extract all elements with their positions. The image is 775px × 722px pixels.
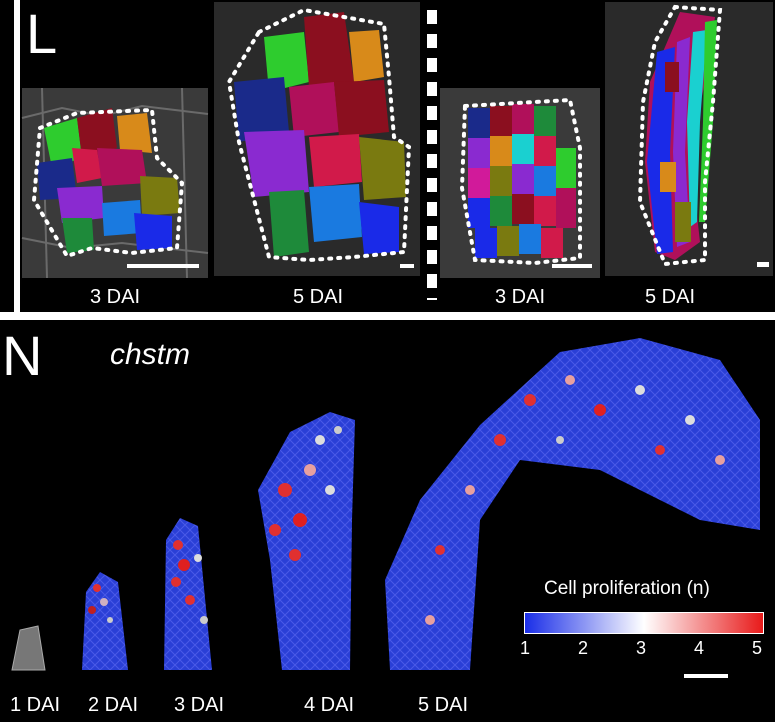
stage-label-2: 2 DAI (87, 694, 139, 716)
micrograph-5dai-left (214, 2, 420, 276)
dashed-divider (427, 10, 437, 300)
micrograph-5dai-right (605, 2, 773, 276)
legend-tick-5: 5 (752, 638, 763, 658)
horizontal-divider (0, 312, 775, 320)
panel-letter-L: L (26, 2, 58, 65)
genotype-label: chstm (110, 338, 191, 371)
organ-5dai (385, 338, 760, 670)
stage-label-4: 4 DAI (303, 694, 355, 716)
organ-4dai (258, 412, 355, 670)
organ-series (11, 338, 760, 671)
organ-3dai (164, 518, 212, 670)
legend-tick-2: 2 (578, 638, 589, 658)
caption-L2: 5 DAI (292, 286, 344, 308)
left-divider (14, 0, 20, 312)
micrograph-3dai-right (440, 88, 600, 278)
legend-title: Cell proliferation (n) (544, 578, 710, 599)
legend-colorbar (524, 612, 764, 634)
organ-2dai (82, 572, 128, 670)
legend-tick-4: 4 (694, 638, 705, 658)
organ-1dai (11, 625, 46, 671)
stage-label-5: 5 DAI (417, 694, 469, 716)
stage-label-1: 1 DAI (9, 694, 61, 716)
caption-L3: 3 DAI (494, 286, 546, 308)
top-row: L 3 DAI (0, 0, 775, 312)
micrograph-3dai-left (21, 87, 209, 279)
caption-L1: 3 DAI (89, 286, 141, 308)
caption-L4: 5 DAI (644, 286, 696, 308)
stage-label-3: 3 DAI (173, 694, 225, 716)
legend-tick-1: 1 (520, 638, 531, 658)
panel-letter-N: N (2, 324, 43, 387)
scale-bar (684, 674, 728, 678)
legend-tick-3: 3 (636, 638, 647, 658)
